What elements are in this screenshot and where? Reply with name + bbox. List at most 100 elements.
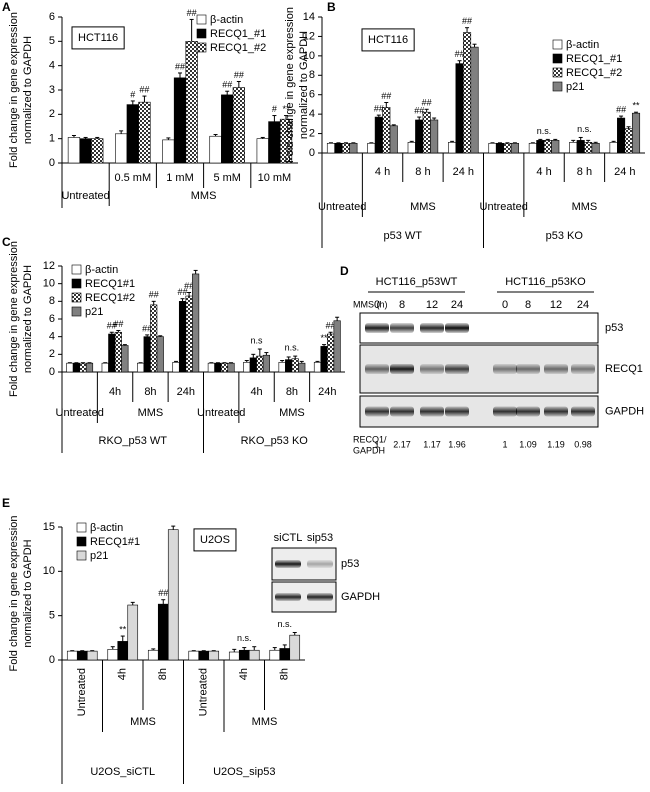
band	[420, 406, 444, 417]
x-tick-label: 10 mM	[258, 172, 292, 184]
bar	[198, 650, 210, 661]
x-tick-label: 4 h	[536, 166, 551, 178]
bar	[455, 63, 464, 154]
band	[544, 364, 568, 374]
bar	[147, 649, 159, 661]
y-tick-label: 6	[49, 11, 55, 23]
bar	[192, 273, 200, 373]
band	[516, 406, 540, 417]
bar	[341, 142, 350, 154]
y-tick-label: 2	[49, 348, 55, 360]
bar	[232, 87, 245, 164]
bar	[115, 133, 128, 164]
treatment-label: MMS	[252, 716, 278, 728]
bar	[374, 116, 383, 154]
bar	[551, 140, 560, 154]
bar	[320, 346, 328, 373]
legend-swatch	[76, 550, 87, 561]
y-axis-label: Fold change in gene expression	[8, 12, 20, 168]
row-label: p53	[341, 558, 359, 570]
legend-label: β-actin	[90, 522, 123, 534]
y-tick-label: 4	[49, 331, 55, 343]
x-tick-label: 0.5 mM	[114, 172, 151, 184]
treatment-label: Untreated	[61, 190, 109, 202]
y-tick-label: 4	[309, 108, 315, 120]
significance: **	[321, 333, 329, 343]
bar	[220, 362, 229, 373]
treatment-label: MMS	[572, 201, 598, 213]
bar	[256, 138, 269, 164]
bar	[228, 651, 240, 661]
bar	[543, 140, 552, 154]
significance: ##	[326, 321, 336, 331]
cell-line-label: p53 KO	[546, 230, 584, 242]
panel-letter: A	[2, 0, 11, 14]
y-tick-label: 12	[43, 260, 55, 272]
band	[420, 364, 444, 374]
significance: #	[130, 89, 135, 99]
band	[445, 364, 469, 374]
significance: ##	[187, 8, 197, 18]
y-tick-label: 0	[49, 654, 55, 666]
legend-swatch	[196, 14, 207, 25]
bar	[279, 648, 291, 661]
bar	[448, 142, 457, 154]
bar	[326, 142, 336, 154]
significance: ##	[158, 588, 168, 598]
treatment-label: Untreated	[318, 201, 366, 213]
bar	[238, 649, 250, 661]
y-tick-label: 0	[309, 147, 315, 159]
ratio: 1.17	[423, 439, 441, 449]
time: 8	[399, 299, 405, 311]
bar	[584, 142, 593, 154]
legend-swatch	[71, 306, 82, 317]
legend-label: β-actin	[566, 39, 599, 51]
band	[307, 560, 333, 568]
significance: **	[633, 101, 641, 111]
bar	[268, 121, 281, 164]
legend-swatch	[552, 81, 563, 92]
bar	[162, 139, 175, 164]
band	[365, 364, 389, 374]
band	[275, 560, 301, 568]
legend-swatch	[71, 278, 82, 289]
bar	[470, 46, 479, 154]
bar	[143, 336, 151, 373]
bar	[172, 361, 180, 373]
bar	[114, 331, 122, 373]
lane-label: siCTL	[274, 532, 303, 544]
x-tick-label: 4h	[117, 668, 129, 680]
bar	[127, 604, 139, 661]
treatment-label: Untreated	[480, 201, 528, 213]
bar	[256, 355, 264, 373]
significance: ##	[149, 290, 159, 300]
bar	[173, 77, 187, 164]
significance: ##	[455, 49, 465, 59]
significance: ##	[178, 287, 188, 297]
time: 24	[577, 299, 589, 311]
panel-letter: B	[327, 0, 336, 14]
band	[365, 406, 389, 417]
ratio: 0.98	[574, 439, 592, 449]
row-label: GAPDH	[605, 405, 644, 417]
treatment-label: MMS	[191, 190, 217, 202]
bar	[85, 362, 94, 373]
y-axis-label: normalized to GAPDH	[22, 539, 34, 647]
significance: n.s.	[285, 342, 300, 352]
y-tick-label: 1	[49, 133, 55, 145]
bar	[209, 135, 222, 164]
legend-swatch	[71, 292, 82, 303]
x-tick-label: 4h	[109, 386, 121, 398]
x-tick-label: 4h	[238, 668, 250, 680]
cell-label-box	[361, 28, 415, 52]
legend-label: p21	[90, 550, 108, 562]
treatment-label: MMS	[410, 201, 436, 213]
time: 24	[451, 299, 463, 311]
bar	[138, 101, 151, 164]
significance: ##	[381, 91, 391, 101]
bar	[178, 301, 187, 373]
bar	[79, 138, 92, 164]
bar	[66, 650, 78, 661]
cell-label: U2OS	[200, 534, 230, 546]
bar	[214, 362, 222, 373]
